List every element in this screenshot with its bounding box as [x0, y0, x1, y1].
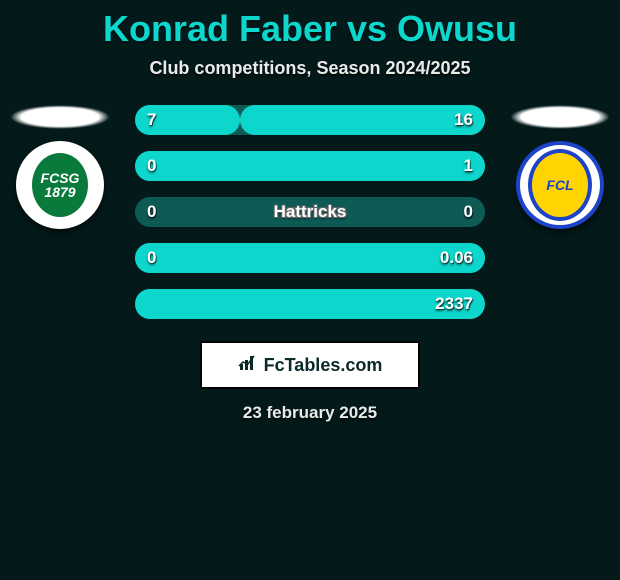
bar-fill-right: [135, 243, 485, 273]
stat-right-value: 0.06: [440, 248, 473, 268]
brand-text: FcTables.com: [264, 355, 383, 376]
ellipse-shadow: [10, 105, 110, 129]
stat-left-value: 7: [147, 110, 156, 130]
right-club-column: FCL: [510, 105, 610, 229]
comparison-infographic: Konrad Faber vs Owusu Club competitions,…: [0, 0, 620, 450]
stat-bar: Min per goal2337: [135, 289, 485, 319]
ellipse-shadow: [510, 105, 610, 129]
subtitle: Club competitions, Season 2024/2025: [0, 58, 620, 79]
stat-left-value: 0: [147, 248, 156, 268]
bar-fill-right: [240, 105, 485, 135]
stat-left-value: 0: [147, 202, 156, 222]
chart-icon: [238, 354, 258, 377]
brand-box: FcTables.com: [200, 341, 420, 389]
stat-bar: 0Goals per match0.06: [135, 243, 485, 273]
stat-right-value: 0: [464, 202, 473, 222]
stat-bar: 0 Hattricks 0: [135, 197, 485, 227]
stat-right-value: 2337: [435, 294, 473, 314]
left-club-column: FCSG1879: [10, 105, 110, 229]
stat-right-value: 1: [464, 156, 473, 176]
stat-bars: 7Matches160Goals10Hattricks00Goals per m…: [135, 105, 485, 319]
stat-left-value: 0: [147, 156, 156, 176]
stats-area: FCSG1879 FCL 7Matches160Goals10Hattricks…: [0, 105, 620, 319]
page-title: Konrad Faber vs Owusu: [0, 0, 620, 50]
stat-bar: 7Matches16: [135, 105, 485, 135]
date: 23 february 2025: [0, 403, 620, 423]
right-club-badge-text: FCL: [528, 149, 592, 221]
stat-label: Hattricks: [274, 202, 347, 222]
stat-bar: 0Goals1: [135, 151, 485, 181]
left-club-badge: FCSG1879: [16, 141, 104, 229]
stat-right-value: 16: [454, 110, 473, 130]
left-club-badge-text: FCSG1879: [28, 149, 92, 221]
bar-fill-right: [135, 151, 485, 181]
bar-fill-right: [135, 289, 485, 319]
right-club-badge: FCL: [516, 141, 604, 229]
